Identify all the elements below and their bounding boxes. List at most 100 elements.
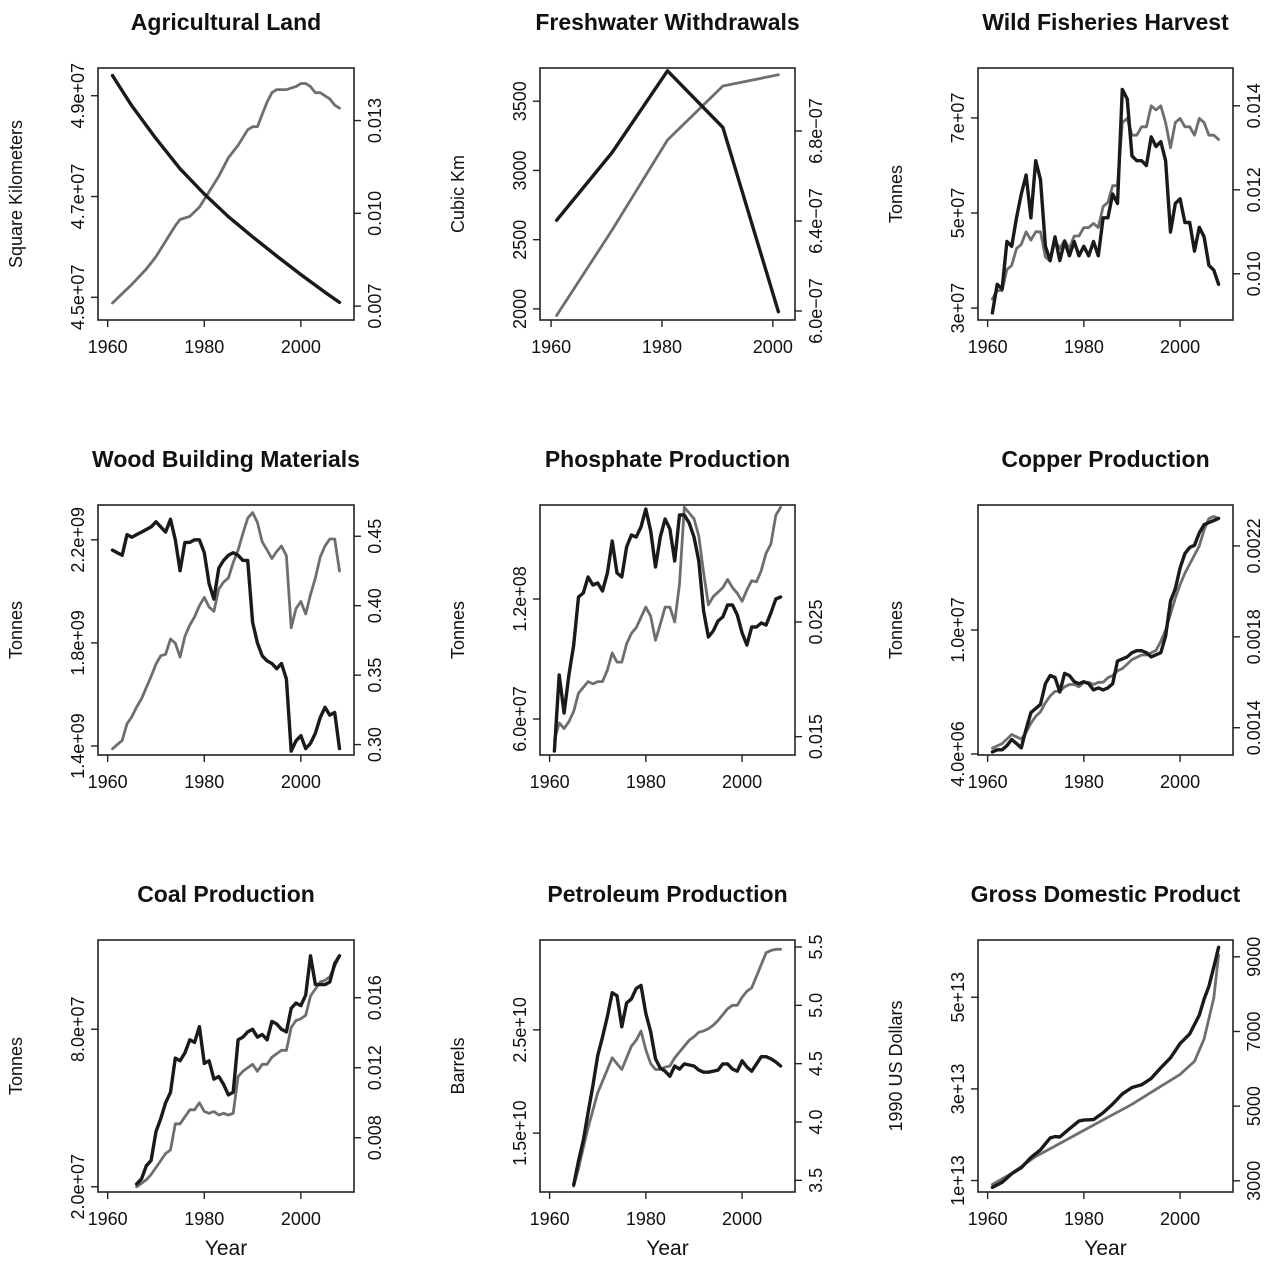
y-right-tick-label: 5000 (1244, 1086, 1264, 1126)
y-right-tick-label: 4.0 (806, 1109, 826, 1134)
series-line-right-axis (572, 947, 782, 1188)
y-left-tick-label: 7e+07 (948, 93, 968, 144)
y-axis-label: Cubic Km (448, 155, 468, 233)
y-axis-label: Tonnes (886, 601, 906, 659)
y-right-tick-label: 0.0018 (1244, 609, 1264, 664)
x-tick-label: 1980 (626, 772, 666, 792)
y-left-tick-label: 4.9e+07 (68, 63, 88, 129)
y-right-tick-label: 0.012 (365, 1045, 385, 1090)
y-left-tick-label: 5e+07 (948, 188, 968, 239)
x-tick-label: 1980 (184, 337, 224, 357)
y-right-tick-label: 0.40 (365, 588, 385, 623)
series-line-left-axis (110, 73, 342, 305)
plot-frame (977, 67, 1234, 321)
x-tick-label: 2000 (281, 337, 321, 357)
y-right-tick-label: 9000 (1244, 937, 1264, 977)
series-line-right-axis (555, 73, 780, 317)
y-right-tick-label: 7000 (1244, 1011, 1264, 1051)
y-right-tick-label: 0.0014 (1244, 700, 1264, 755)
y-left-tick-label: 4.0e+06 (948, 721, 968, 787)
panel-copper-production: Copper Production 1960 1980 2000 4.0e+06 1.0e… (886, 446, 1264, 792)
y-left-tick-label: 4.5e+07 (68, 265, 88, 331)
y-right-tick-label: 6.0e−07 (806, 278, 826, 344)
x-tick-label: 1960 (88, 772, 128, 792)
plot-frame (539, 504, 796, 756)
y-left-tick-label: 1.5e+10 (510, 1100, 530, 1166)
x-tick-label: 1980 (184, 772, 224, 792)
panel-petroleum-production: Petroleum Production 1960 1980 2000 1.5e+10 2… (448, 881, 826, 1260)
y-right-tick-label: 0.010 (1244, 251, 1264, 296)
y-right-tick-label: 0.025 (806, 599, 826, 644)
y-right-tick-label: 0.35 (365, 658, 385, 693)
y-right-tick-label: 0.010 (365, 191, 385, 236)
y-axis-label: 1990 US Dollars (886, 1000, 906, 1131)
y-right-tick-label: 6.8e−07 (806, 98, 826, 164)
y-right-tick-label: 0.016 (365, 975, 385, 1020)
panel-coal-production: Coal Production 1960 1980 2000 2.0e+07 8.0e+0… (6, 881, 385, 1260)
y-right-tick-label: 5.0 (806, 993, 826, 1018)
y-right-tick-label: 3.5 (806, 1168, 826, 1193)
y-left-tick-label: 2500 (510, 220, 530, 260)
x-tick-label: 2000 (753, 337, 793, 357)
y-left-tick-label: 3e+13 (948, 1064, 968, 1115)
y-left-tick-label: 3e+07 (948, 283, 968, 334)
plot-frame (97, 939, 355, 1193)
series-line-left-axis (552, 507, 783, 753)
x-tick-label: 2000 (1160, 1209, 1200, 1229)
series-line-right-axis (991, 104, 1220, 301)
x-tick-label: 1960 (968, 1209, 1008, 1229)
chart-title: Gross Domestic Product (971, 881, 1241, 907)
chart-title: Petroleum Production (547, 881, 787, 907)
series-line-right-axis (111, 82, 341, 305)
y-right-tick-label: 0.015 (806, 714, 826, 759)
plot-frame (539, 939, 796, 1193)
x-tick-label: 2000 (1160, 772, 1200, 792)
y-left-tick-label: 2.0e+07 (68, 1154, 88, 1220)
y-left-tick-label: 3500 (510, 81, 530, 121)
x-axis-label: Year (1084, 1237, 1126, 1260)
y-left-tick-label: 1.4e+09 (68, 713, 88, 779)
panel-gross-domestic-product: Gross Domestic Product 1960 1980 2000 1e+13 3… (886, 881, 1264, 1260)
y-left-tick-label: 3000 (510, 150, 530, 190)
chart-title: Freshwater Withdrawals (535, 9, 799, 35)
chart-title: Coal Production (137, 881, 315, 907)
y-left-tick-label: 1.2e+08 (510, 566, 530, 632)
panel-agricultural-land: Agricultural Land 1960 1980 2000 4.5e+07 4.7e… (6, 9, 385, 357)
y-right-tick-label: 0.008 (365, 1115, 385, 1160)
series-line-left-axis (990, 516, 1221, 754)
y-left-tick-label: 4.7e+07 (68, 164, 88, 230)
x-axis-label: Year (205, 1237, 247, 1260)
chart-title: Wood Building Materials (92, 446, 360, 472)
y-left-tick-label: 2000 (510, 289, 530, 329)
y-axis-label: Square Kilometers (6, 120, 26, 268)
x-tick-label: 1960 (531, 337, 571, 357)
y-right-tick-label: 0.014 (1244, 83, 1264, 128)
x-tick-label: 1980 (1064, 772, 1104, 792)
x-tick-label: 1980 (1064, 337, 1104, 357)
x-tick-label: 1960 (88, 1209, 128, 1229)
y-axis-label: Tonnes (886, 165, 906, 223)
x-tick-label: 1960 (530, 1209, 570, 1229)
y-left-tick-label: 2.5e+10 (510, 997, 530, 1063)
y-left-tick-label: 1.8e+09 (68, 610, 88, 676)
chart-title: Wild Fisheries Harvest (982, 9, 1229, 35)
chart-title: Phosphate Production (545, 446, 790, 472)
y-left-tick-label: 8.0e+07 (68, 996, 88, 1062)
y-right-tick-label: 4.5 (806, 1051, 826, 1076)
y-right-tick-label: 5.5 (806, 934, 826, 959)
series-line-right-axis (553, 505, 782, 742)
plot-frame (977, 939, 1234, 1193)
x-tick-label: 1960 (88, 337, 128, 357)
y-right-tick-label: 0.30 (365, 727, 385, 762)
x-tick-label: 2000 (722, 772, 762, 792)
x-tick-label: 1980 (184, 1209, 224, 1229)
y-right-tick-label: 0.012 (1244, 167, 1264, 212)
y-left-tick-label: 1e+13 (948, 1155, 968, 1206)
x-tick-label: 1980 (1064, 1209, 1104, 1229)
y-axis-label: Tonnes (6, 1037, 26, 1095)
y-left-tick-label: 2.2e+09 (68, 507, 88, 573)
x-tick-label: 1960 (968, 772, 1008, 792)
x-tick-label: 1960 (968, 337, 1008, 357)
y-right-tick-label: 0.0022 (1244, 518, 1264, 573)
